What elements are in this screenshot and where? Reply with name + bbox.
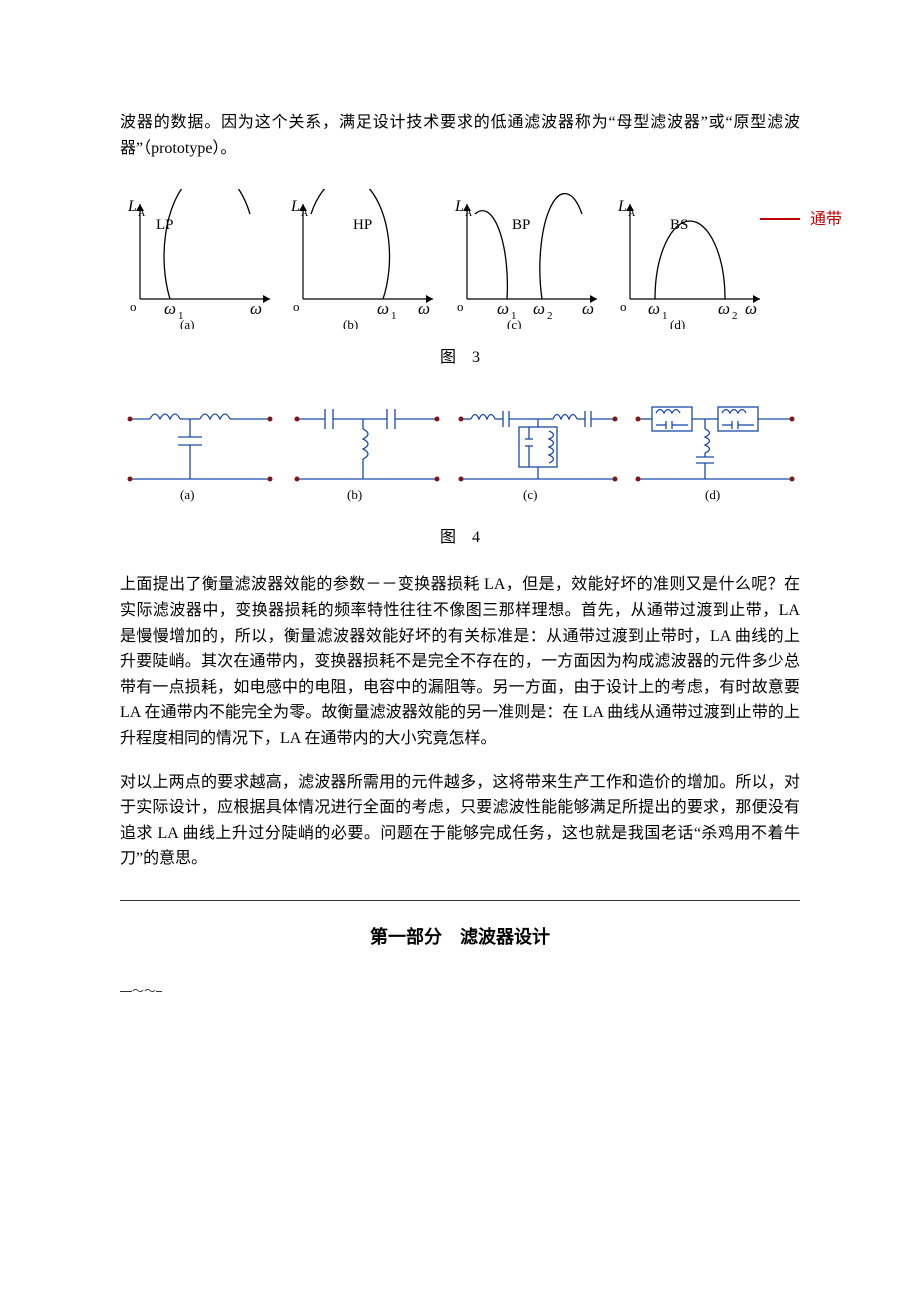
footer-ornament: ～～ <box>120 982 800 1001</box>
svg-text:LP: LP <box>156 217 174 233</box>
divider <box>120 900 800 901</box>
fig3-panel-a: L A LP o ω 1 ω (a) <box>120 189 280 329</box>
svg-text:(c): (c) <box>507 317 521 329</box>
svg-text:1: 1 <box>662 310 668 322</box>
svg-text:(b): (b) <box>343 317 358 329</box>
fig3-legend-label: 通带 <box>810 207 842 233</box>
fig4-panel-c: (c) <box>453 399 623 509</box>
fig3-panel-c: L A BP o ω 1 ω 2 ω (c) <box>447 189 607 329</box>
svg-text:o: o <box>130 299 137 314</box>
paragraph-criteria-1: 上面提出了衡量滤波器效能的参数－－变换器损耗 LA，但是，效能好坏的准则又是什么… <box>120 572 800 751</box>
intro-paragraph: 波器的数据。因为这个关系，满足设计技术要求的低通滤波器称为“母型滤波器”或“原型… <box>120 110 800 161</box>
svg-text:2: 2 <box>547 310 553 322</box>
fig3-panel-b: L A HP o ω 1 ω (b) <box>283 189 443 329</box>
svg-text:A: A <box>628 208 636 219</box>
svg-text:(c): (c) <box>523 487 537 502</box>
svg-text:ω: ω <box>718 299 730 318</box>
svg-text:ω: ω <box>497 299 509 318</box>
svg-text:(a): (a) <box>180 487 194 502</box>
figure-4-caption: 图 4 <box>120 525 800 551</box>
figure-3-caption: 图 3 <box>120 345 800 371</box>
svg-text:A: A <box>465 208 473 219</box>
svg-text:ω: ω <box>745 299 757 318</box>
svg-text:(b): (b) <box>347 487 362 502</box>
svg-text:A: A <box>138 208 146 219</box>
svg-text:(d): (d) <box>705 487 720 502</box>
svg-text:ω: ω <box>164 299 176 318</box>
svg-text:o: o <box>293 299 300 314</box>
svg-text:o: o <box>620 299 627 314</box>
svg-text:ω: ω <box>648 299 660 318</box>
svg-text:o: o <box>457 299 464 314</box>
svg-text:1: 1 <box>391 310 397 322</box>
svg-text:A: A <box>301 208 309 219</box>
svg-text:2: 2 <box>732 310 738 322</box>
figure-4-row: (a) (b) <box>120 399 800 509</box>
fig4-panel-a: (a) <box>120 399 280 509</box>
svg-text:ω: ω <box>250 299 262 318</box>
svg-text:L: L <box>617 198 627 215</box>
fig4-panel-d: (d) <box>630 399 800 509</box>
paragraph-criteria-2: 对以上两点的要求越高，滤波器所需用的元件越多，这将带来生产工作和造价的增加。所以… <box>120 770 800 872</box>
svg-text:ω: ω <box>582 299 594 318</box>
fig3-panel-d: L A BS o ω 1 ω 2 ω (d) <box>610 189 800 329</box>
svg-text:L: L <box>454 198 464 215</box>
svg-text:ω: ω <box>533 299 545 318</box>
svg-text:(d): (d) <box>670 317 685 329</box>
svg-text:L: L <box>127 198 137 215</box>
section-title: 第一部分 滤波器设计 <box>120 923 800 952</box>
svg-text:ω: ω <box>418 299 430 318</box>
figure-3-row: L A LP o ω 1 ω (a) L A HP o ω 1 ω (b) L … <box>120 189 800 329</box>
svg-text:L: L <box>290 198 300 215</box>
svg-text:HP: HP <box>353 217 372 233</box>
fig4-panel-b: (b) <box>287 399 447 509</box>
svg-text:BP: BP <box>512 217 530 233</box>
svg-text:(a): (a) <box>180 317 194 329</box>
svg-text:ω: ω <box>377 299 389 318</box>
